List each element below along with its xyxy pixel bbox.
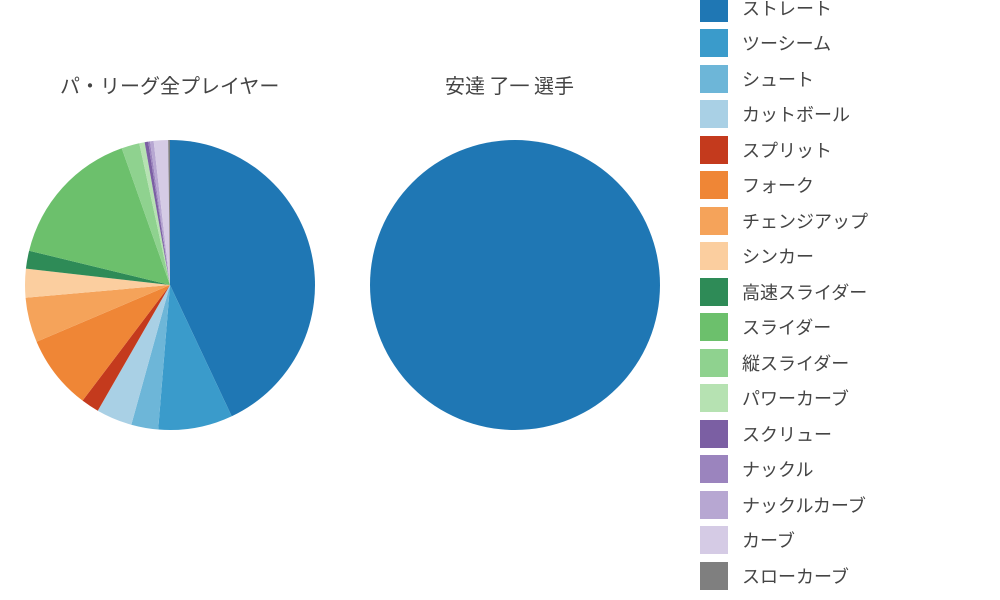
legend-item: ツーシーム [700, 26, 990, 62]
pie-slice [154, 140, 170, 285]
legend-label: カーブ [742, 527, 795, 553]
pie-slice-label: 8.3 [174, 360, 199, 386]
legend-swatch [700, 278, 728, 306]
legend-label: スローカーブ [742, 563, 849, 589]
legend-swatch [700, 313, 728, 341]
pie1-title: パ・リーグ全プレイヤー [60, 70, 279, 99]
pie-slice-label: 8.3 [87, 327, 112, 353]
legend-label: カットボール [742, 101, 850, 127]
legend-label: ナックル [742, 456, 813, 482]
legend-item: ナックルカーブ [700, 487, 990, 523]
pie-slice-label: 100.0 [493, 362, 538, 388]
pie-slice [139, 142, 170, 285]
pie2-title: 安達 了一 選手 [445, 70, 574, 99]
pie-slice [150, 141, 170, 285]
legend-swatch [700, 136, 728, 164]
legend-swatch [700, 0, 728, 22]
pie-slice-label: 15.8 [86, 212, 121, 238]
legend-item: シンカー [700, 239, 990, 275]
legend-label: 高速スライダー [742, 279, 867, 305]
legend-label: チェンジアップ [742, 208, 868, 234]
legend-label: スライダー [742, 314, 831, 340]
pie-slice [158, 285, 232, 430]
pie-slice-label: 43.0 [240, 252, 275, 278]
legend-swatch [700, 562, 728, 590]
legend-swatch [700, 420, 728, 448]
legend-item: スライダー [700, 310, 990, 346]
legend-label: パワーカーブ [742, 385, 849, 411]
pie-slice [131, 285, 170, 430]
pie-slice [122, 143, 170, 285]
legend: ストレートツーシームシュートカットボールスプリットフォークチェンジアップシンカー… [700, 0, 990, 594]
pie-slice [98, 285, 170, 425]
legend-swatch [700, 207, 728, 235]
legend-item: ナックル [700, 452, 990, 488]
legend-swatch [700, 526, 728, 554]
legend-label: ツーシーム [742, 30, 831, 56]
legend-item: スローカーブ [700, 558, 990, 594]
legend-item: カットボール [700, 97, 990, 133]
legend-swatch [700, 65, 728, 93]
legend-swatch [700, 349, 728, 377]
legend-swatch [700, 29, 728, 57]
legend-label: ストレート [742, 0, 832, 21]
legend-label: スクリュー [742, 421, 832, 447]
legend-swatch [700, 171, 728, 199]
legend-swatch [700, 242, 728, 270]
legend-label: 縦スライダー [742, 350, 849, 376]
chart-container: { "chart": { "type": "pie", "background_… [0, 0, 1000, 600]
legend-item: ストレート [700, 0, 990, 26]
legend-item: 高速スライダー [700, 274, 990, 310]
legend-item: スプリット [700, 132, 990, 168]
pie-slice [145, 142, 170, 285]
legend-label: スプリット [742, 137, 832, 163]
legend-swatch [700, 100, 728, 128]
legend-label: シンカー [742, 243, 814, 269]
legend-item: フォーク [700, 168, 990, 204]
legend-item: カーブ [700, 523, 990, 559]
legend-item: パワーカーブ [700, 381, 990, 417]
legend-swatch [700, 491, 728, 519]
legend-item: チェンジアップ [700, 203, 990, 239]
pie-slice [168, 140, 170, 285]
pie-slice [148, 141, 170, 285]
legend-label: シュート [742, 66, 814, 92]
legend-swatch [700, 455, 728, 483]
legend-item: 縦スライダー [700, 345, 990, 381]
legend-swatch [700, 384, 728, 412]
pie-slice [25, 269, 170, 298]
legend-label: フォーク [742, 172, 814, 198]
legend-label: ナックルカーブ [742, 492, 866, 518]
legend-item: スクリュー [700, 416, 990, 452]
legend-item: シュート [700, 61, 990, 97]
pie-slice [26, 251, 170, 285]
